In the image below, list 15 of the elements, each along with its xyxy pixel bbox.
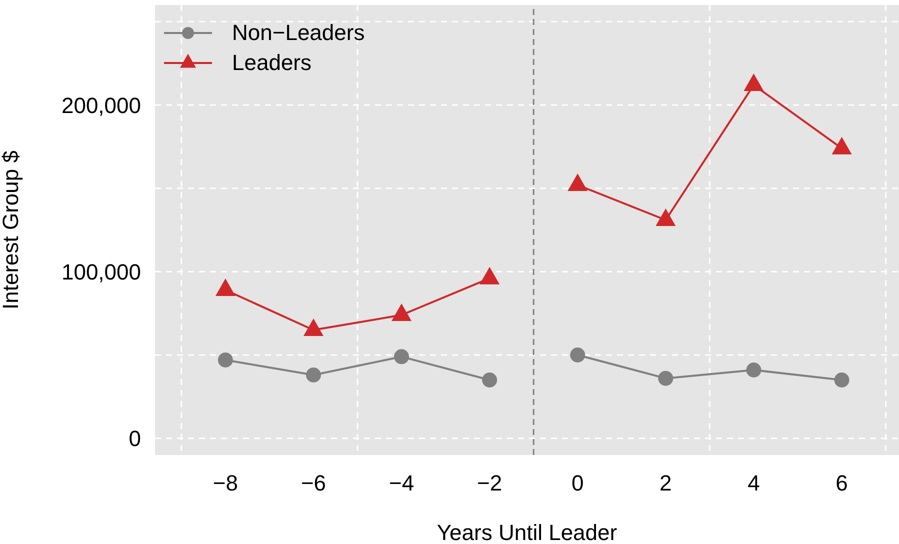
x-tick-label: 4 bbox=[748, 470, 760, 496]
legend-label: Leaders bbox=[232, 50, 312, 76]
legend-label: Non−Leaders bbox=[232, 20, 365, 46]
x-tick-label: 0 bbox=[572, 470, 584, 496]
x-tick-label: 2 bbox=[660, 470, 672, 496]
x-tick-label: −8 bbox=[212, 470, 238, 496]
x-tick-label: 6 bbox=[836, 470, 848, 496]
x-tick-label: −6 bbox=[300, 470, 326, 496]
y-axis-title: Interest Group $ bbox=[0, 150, 23, 310]
x-tick-label: −2 bbox=[477, 470, 502, 496]
y-tick-label: 100,000 bbox=[61, 259, 141, 284]
y-tick-label: 200,000 bbox=[61, 92, 141, 118]
x-tick-label: −4 bbox=[388, 470, 414, 496]
x-axis-title: Years Until Leader bbox=[436, 520, 618, 544]
y-tick-label: 0 bbox=[128, 426, 141, 452]
